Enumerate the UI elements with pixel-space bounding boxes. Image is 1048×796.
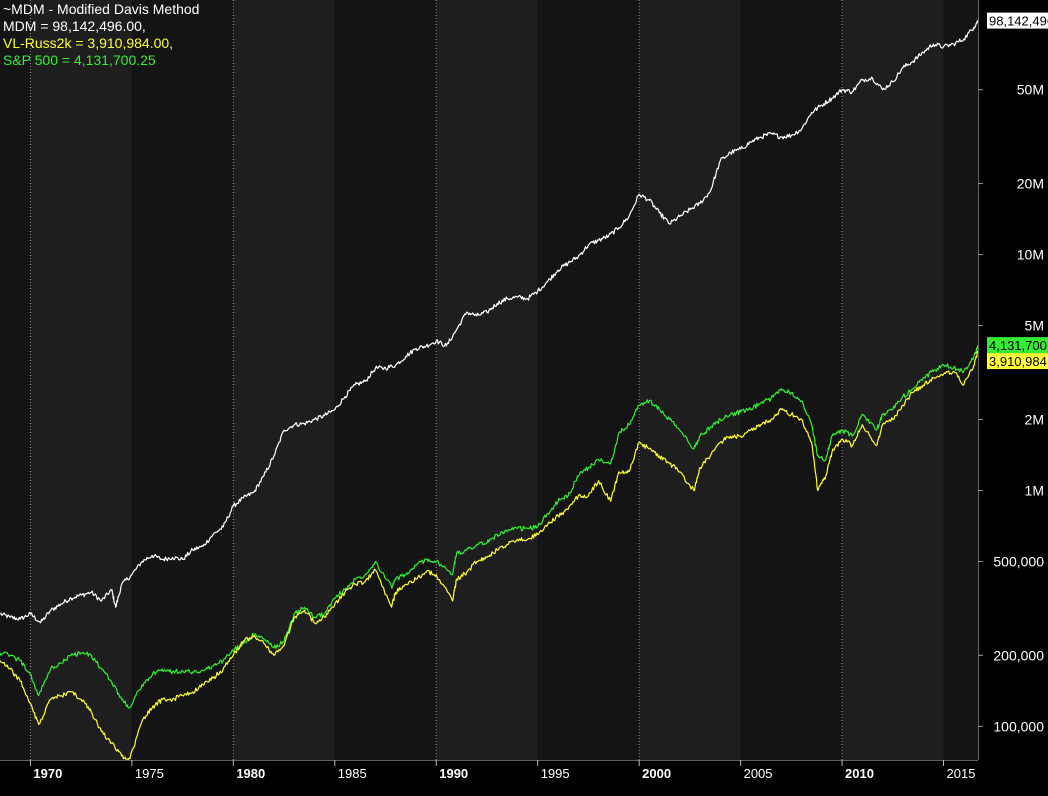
value-flag-label: 4,131,700 xyxy=(989,338,1047,353)
x-tick-label: 1980 xyxy=(236,766,265,781)
year-band xyxy=(436,0,538,760)
series-layer xyxy=(0,20,979,761)
y-tick-label: 1M xyxy=(1025,482,1044,498)
y-axis: 100,000 200,000 500,000 1M 2M 5M 10M 20M 50M xyxy=(978,0,1048,796)
year-band xyxy=(0,0,31,760)
legend-mdm: MDM = 98,142,496.00, xyxy=(3,18,146,34)
y-tick-label: 200,000 xyxy=(993,647,1044,663)
year-band xyxy=(233,0,335,760)
x-axis-panel xyxy=(0,760,1048,796)
y-tick-label: 20M xyxy=(1017,176,1044,192)
year-band xyxy=(740,0,843,760)
year-band xyxy=(537,0,640,760)
value-flag-label: 3,910,984 xyxy=(989,354,1047,369)
x-tick-label: 1970 xyxy=(33,766,62,781)
y-tick-label: 5M xyxy=(1025,318,1044,334)
y-tick-label: 500,000 xyxy=(993,553,1044,569)
value-flag-bg xyxy=(987,337,1048,354)
x-tick-label: 2015 xyxy=(947,766,976,781)
y-tick-label: 100,000 xyxy=(993,718,1044,734)
legend-russ2k: VL-Russ2k = 3,910,984.00, xyxy=(3,35,174,51)
year-band xyxy=(639,0,741,760)
year-gridlines xyxy=(29,0,843,760)
year-band xyxy=(131,0,234,760)
x-tick-label: 1990 xyxy=(439,766,468,781)
y-tick-label: 2M xyxy=(1025,411,1044,427)
x-tick-label: 1995 xyxy=(541,766,570,781)
legend-sp500: S&P 500 = 4,131,700.25 xyxy=(3,52,156,68)
value-flag-bg xyxy=(987,12,1048,29)
x-tick-label: 2010 xyxy=(845,766,874,781)
series-line-vl-russ2k xyxy=(0,350,979,761)
x-axis: 1970 1975 1980 1985 1990 1995 2000 2005 2010 2015 xyxy=(0,760,1048,796)
y-tick-label: 50M xyxy=(1017,82,1044,98)
year-band xyxy=(943,0,978,760)
year-band xyxy=(334,0,437,760)
series-line-s-p-500 xyxy=(0,344,979,709)
x-tick-label: 1985 xyxy=(338,766,367,781)
value-flag-label: 98,142,496 xyxy=(989,14,1048,29)
year-band xyxy=(30,0,132,760)
x-tick-label: 2000 xyxy=(642,766,671,781)
legend-title: ~MDM - Modified Davis Method xyxy=(3,1,200,17)
x-tick-label: 1975 xyxy=(135,766,164,781)
legend: ~MDM - Modified Davis Method MDM = 98,14… xyxy=(3,1,199,69)
series-line-mdm xyxy=(0,20,979,624)
x-tick-label: 2005 xyxy=(744,766,773,781)
value-flag-bg xyxy=(987,353,1048,370)
y-axis-panel xyxy=(978,0,1048,796)
year-band xyxy=(842,0,944,760)
y-tick-label: 10M xyxy=(1017,247,1044,263)
